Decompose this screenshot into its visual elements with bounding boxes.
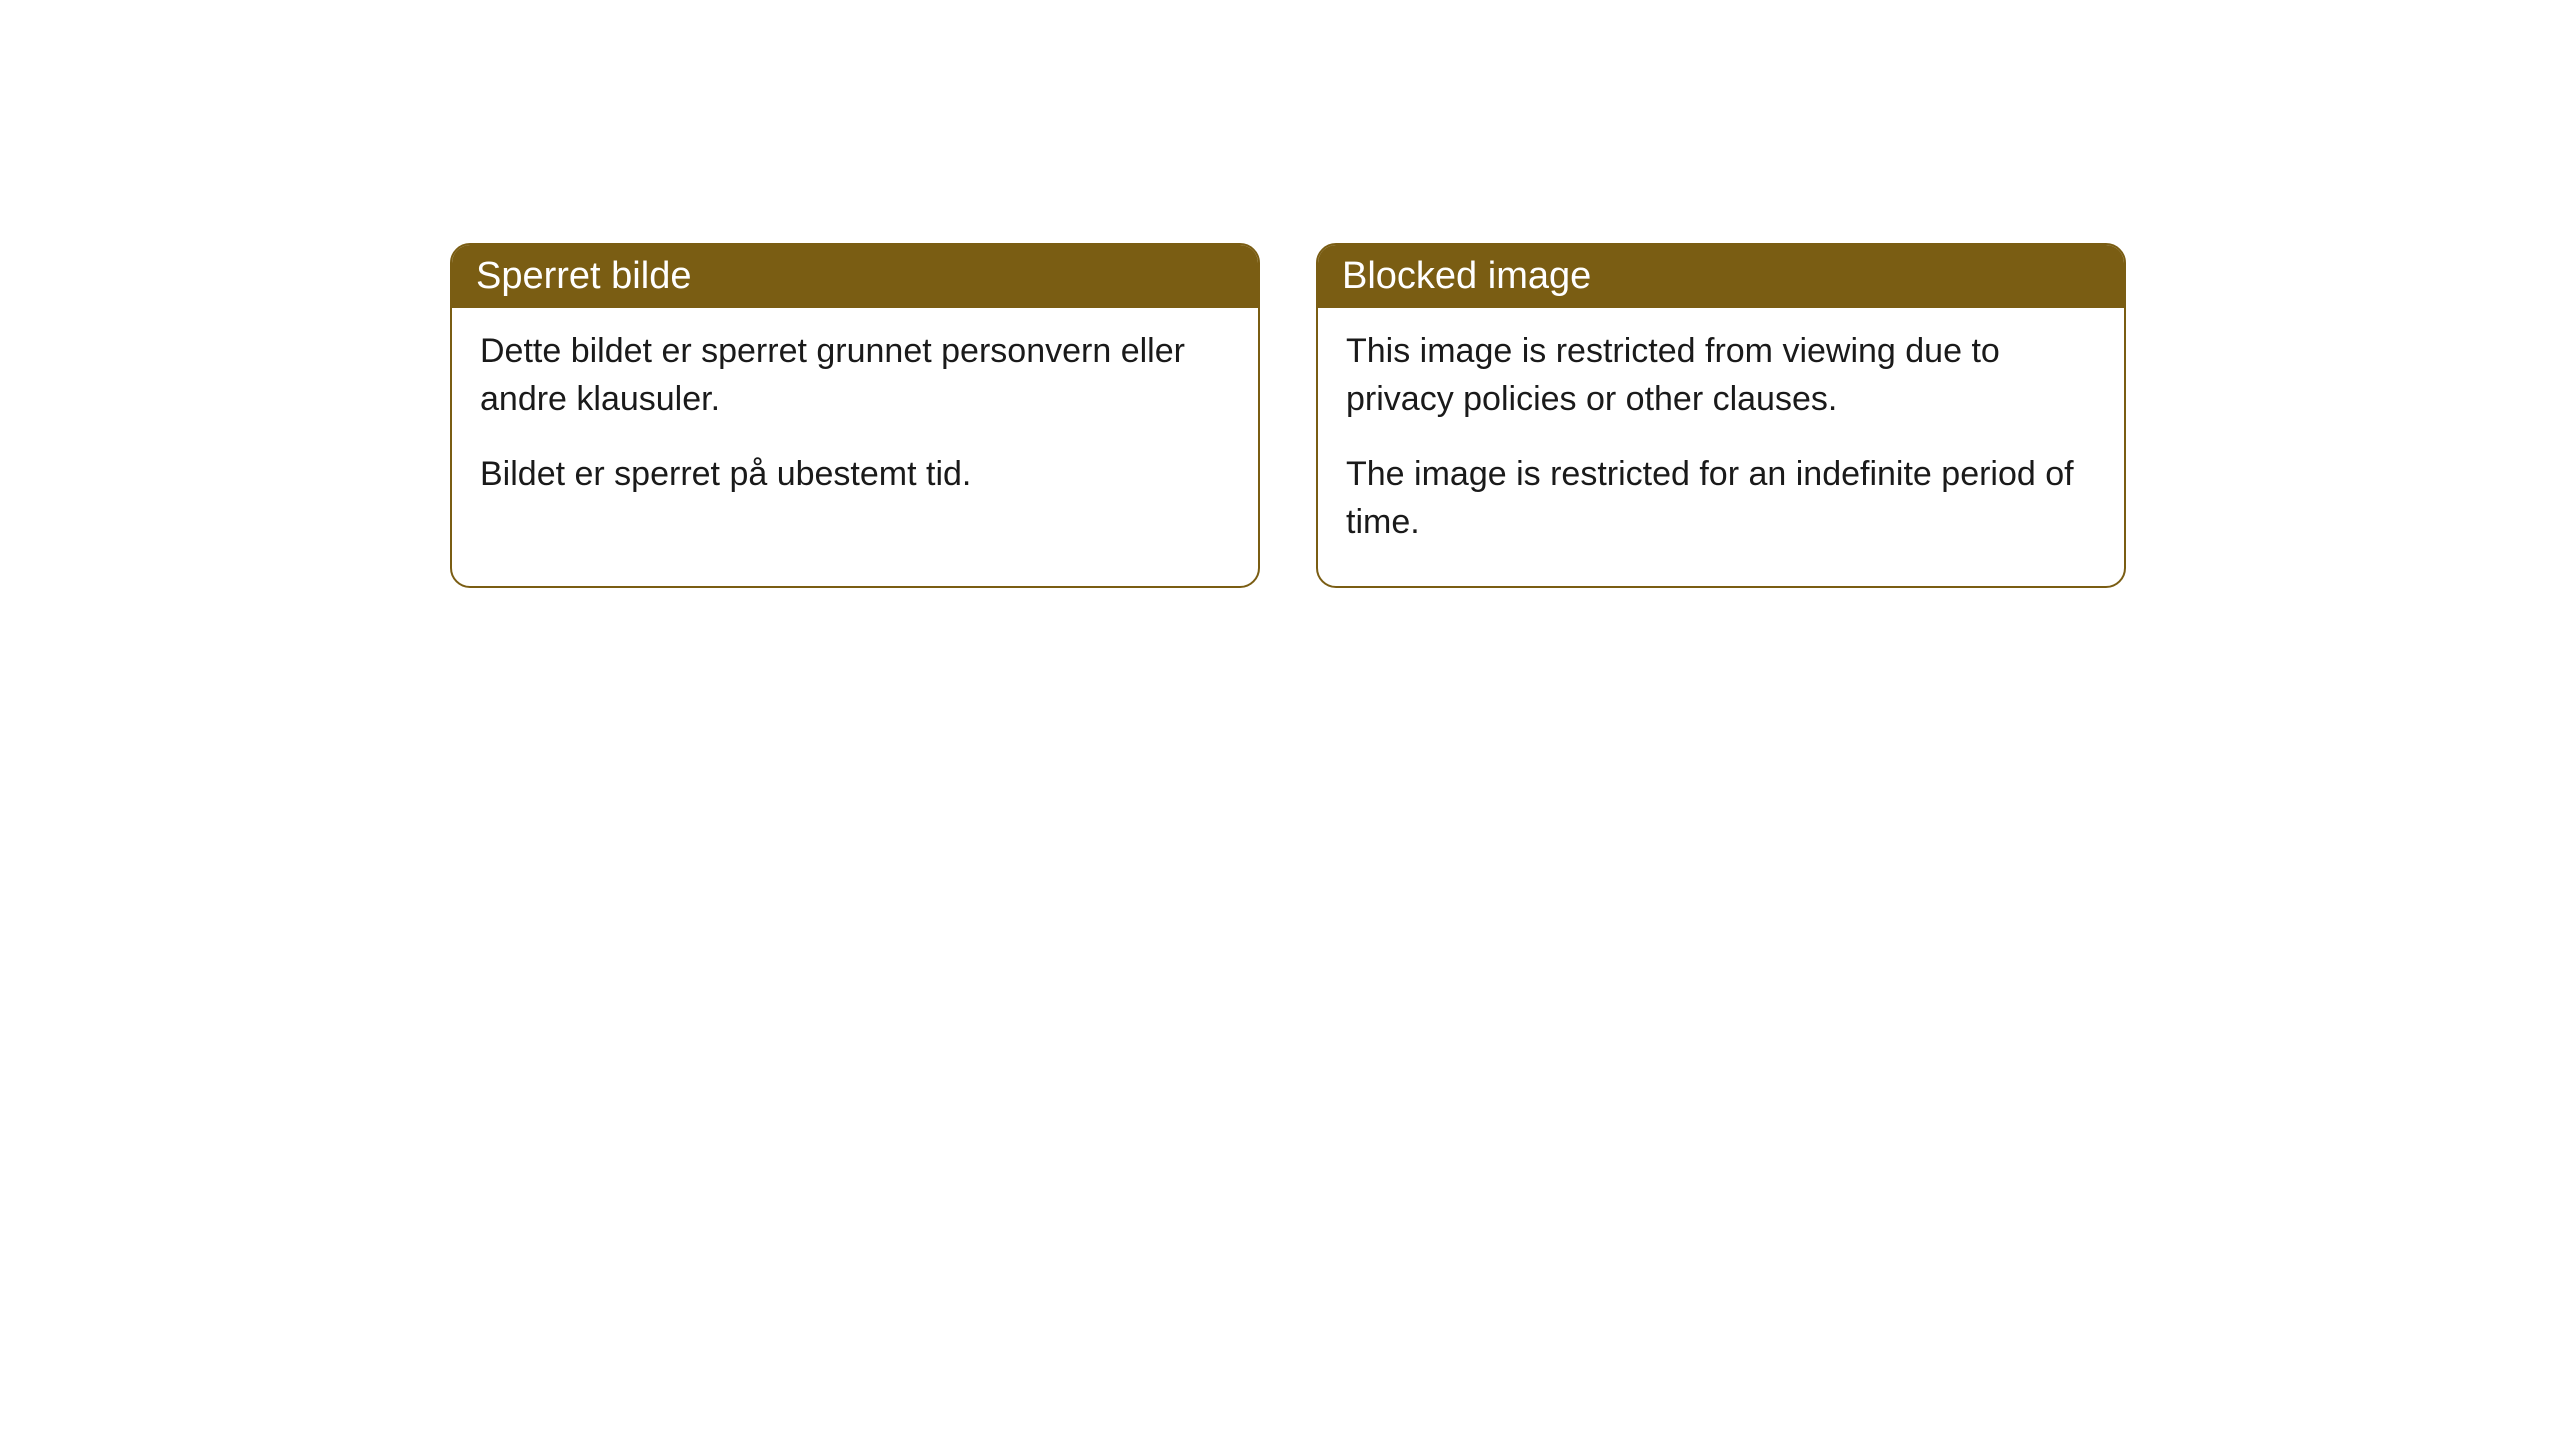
blocked-image-card-english: Blocked image This image is restricted f… (1316, 243, 2126, 588)
card-header-title: Sperret bilde (452, 245, 1258, 308)
blocked-image-card-norwegian: Sperret bilde Dette bildet er sperret gr… (450, 243, 1260, 588)
card-paragraph-1: This image is restricted from viewing du… (1346, 328, 2096, 423)
card-body: This image is restricted from viewing du… (1318, 308, 2124, 586)
card-paragraph-2: The image is restricted for an indefinit… (1346, 451, 2096, 546)
card-header-title: Blocked image (1318, 245, 2124, 308)
card-body: Dette bildet er sperret grunnet personve… (452, 308, 1258, 539)
card-paragraph-2: Bildet er sperret på ubestemt tid. (480, 451, 1230, 499)
notice-container: Sperret bilde Dette bildet er sperret gr… (450, 243, 2126, 588)
card-paragraph-1: Dette bildet er sperret grunnet personve… (480, 328, 1230, 423)
